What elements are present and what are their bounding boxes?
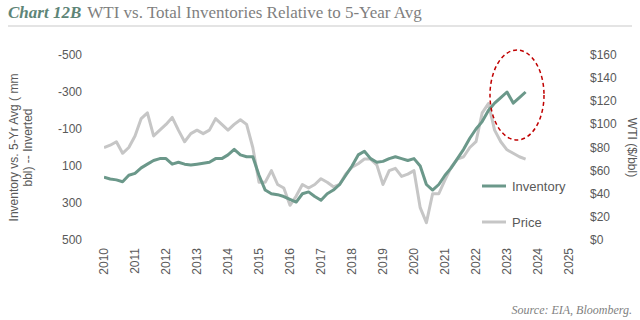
plot-lines [104,92,526,223]
y2-tick-label: $0 [590,233,604,247]
x-tick-label: 2018 [345,248,359,275]
x-tick-label: 2021 [438,248,452,275]
x-tick-label: 2014 [221,248,235,275]
line-inventory [104,92,526,202]
chart-label: Chart 12B [8,3,81,22]
y-tick-label: 500 [62,233,82,247]
y-axis-label: bbl) -- Inverted [21,108,35,186]
y2-tick-label: $60 [590,164,610,178]
y-axis-label: Inventory vs. 5-Yr Avg ( mm [7,74,21,222]
x-tick-label: 2015 [252,248,266,275]
y-tick-label: -300 [58,85,82,99]
x-tick-label: 2023 [500,248,514,275]
y-tick-label: -100 [58,122,82,136]
x-tick-label: 2011 [128,248,142,274]
y2-tick-label: $80 [590,141,610,155]
x-tick-label: 2025 [562,248,576,275]
y2-tick-label: $160 [590,48,617,62]
chart: Chart 12B WTI vs. Total Inventories Relat… [0,0,640,320]
y2-tick-label: $20 [590,210,610,224]
legend-swatch [482,185,506,188]
y-tick-label: 100 [62,159,82,173]
y2-axis-label: WTI ($/bbl) [625,118,639,177]
line-price [104,104,526,223]
y2-tick-label: $40 [590,187,610,201]
highlight-ellipse [490,50,544,140]
title-line: Chart 12B WTI vs. Total Inventories Relat… [8,3,422,22]
x-tick-label: 2012 [159,248,173,275]
y-tick-label: -500 [58,48,82,62]
x-tick-label: 2013 [190,248,204,275]
title: WTI vs. Total Inventories Relative to 5-… [87,3,422,22]
y-tick-label: 300 [62,196,82,210]
source: Source: EIA, Bloomberg. [512,303,632,317]
x-tick-label: 2017 [314,248,328,275]
x-tick-label: 2010 [97,248,111,275]
x-tick-label: 2024 [531,248,545,275]
legend-label: Price [512,215,542,230]
y2-tick-label: $140 [590,71,617,85]
title-rule [8,26,632,27]
x-tick-label: 2019 [376,248,390,275]
legend-label: Inventory [512,179,566,194]
y2-tick-label: $100 [590,117,617,131]
legend-swatch [482,221,506,224]
y2-tick-label: $120 [590,94,617,108]
x-tick-label: 2016 [283,248,297,275]
x-tick-label: 2022 [469,248,483,275]
x-tick-label: 2020 [407,248,421,275]
